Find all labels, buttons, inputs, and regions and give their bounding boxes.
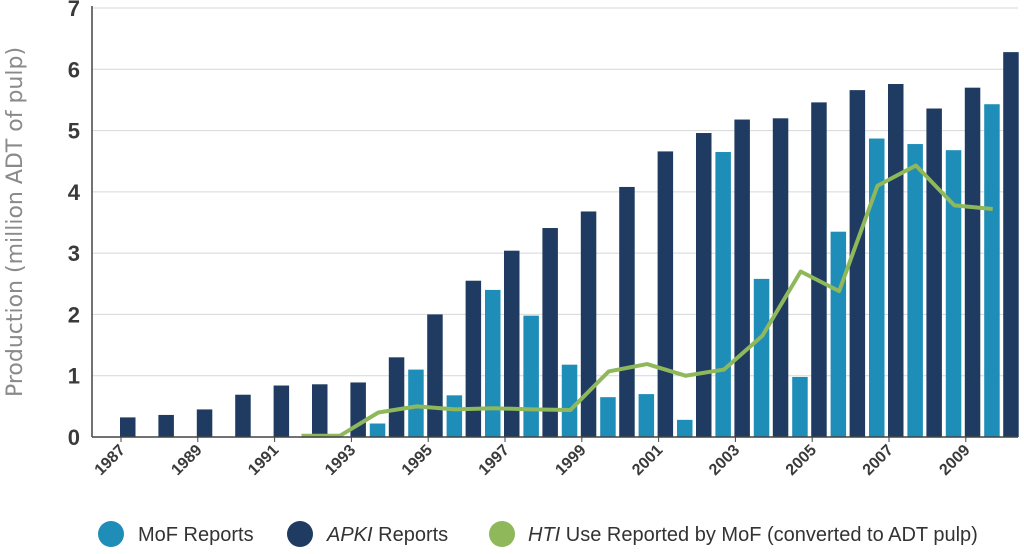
hti-series-line	[301, 163, 993, 438]
legend: MoF Reports APKI Reports HTI Use Reported …	[98, 521, 978, 547]
hti-line	[301, 163, 993, 438]
bar-mof-1997	[485, 289, 501, 437]
bar-mof-2007	[869, 138, 885, 437]
bar-apki-2002	[696, 133, 712, 437]
legend-label-mof: MoF Reports	[138, 524, 254, 546]
bar-apki-1990	[235, 394, 251, 437]
bar-mof-1994	[369, 423, 386, 437]
bar-apki-1989	[196, 409, 213, 437]
bar-mof-2009	[945, 150, 962, 437]
bar-apki-2004	[772, 118, 789, 438]
x-tick-label: 2003	[706, 442, 743, 479]
x-tick-label: 1991	[245, 442, 282, 479]
bar-apki-1996	[465, 280, 482, 437]
x-tick-labels: 1987 1989 1991 1993 1995 1997 1999 2001 2003 2005…	[92, 437, 974, 479]
y-tick-label: 1	[68, 364, 80, 389]
bar-mof-2002	[677, 419, 693, 437]
y-tick-label: 5	[68, 119, 80, 144]
x-tick-label: 1989	[168, 442, 205, 479]
bar-mof-2001	[638, 394, 655, 437]
y-tick-label: 4	[68, 180, 81, 205]
bar-apki-2007	[888, 83, 904, 437]
x-tick-label: 1987	[92, 442, 129, 479]
bar-mof-2010	[984, 104, 1000, 438]
bar-mof-2000	[600, 397, 616, 437]
bar-apki-1988	[158, 414, 174, 437]
bar-apki-2010	[1003, 52, 1019, 438]
bar-apki-2009	[964, 87, 981, 438]
bar-mof-2006	[830, 231, 847, 437]
y-tick-labels: 0 1 2 3 4 5 6 7	[68, 0, 81, 450]
bar-apki-2006	[849, 90, 866, 437]
bar-mof-2008	[907, 144, 923, 437]
bar-apki-1992	[312, 384, 328, 437]
bar-mof-1999	[561, 364, 578, 437]
bar-apki-1999	[580, 211, 597, 437]
bar-mof-1998	[523, 315, 539, 437]
legend-label-apki: APKI Reports	[326, 524, 448, 546]
y-tick-label: 3	[68, 241, 80, 266]
bar-apki-2001	[657, 151, 674, 437]
bar-apki-1991	[273, 385, 290, 437]
legend-swatch-hti	[489, 521, 515, 547]
bars	[120, 52, 1019, 438]
y-tick-label: 0	[68, 425, 80, 450]
x-tick-label: 1999	[552, 442, 589, 479]
bar-apki-2000	[619, 186, 635, 437]
bar-mof-2004	[753, 278, 770, 437]
x-tick-label: 2005	[783, 442, 820, 479]
x-tick-label: 1993	[322, 442, 359, 479]
axes	[91, 6, 1018, 438]
x-tick-label: 2009	[936, 442, 973, 479]
legend-swatch-apki	[287, 521, 313, 547]
bar-apki-1994	[388, 357, 405, 437]
x-tick-label: 2007	[860, 442, 897, 479]
x-tick-label: 1997	[476, 442, 513, 479]
bar-mof-2005	[792, 376, 808, 437]
bar-apki-1998	[542, 228, 558, 437]
bar-apki-1995	[427, 314, 443, 437]
bar-apki-1997	[504, 250, 520, 437]
bar-mof-1996	[446, 395, 463, 437]
y-tick-label: 6	[68, 57, 80, 82]
bar-apki-2008	[926, 108, 942, 437]
legend-swatch-mof	[98, 521, 124, 547]
legend-label-hti: HTI Use Reported by MoF (converted to AD…	[528, 524, 978, 546]
bar-apki-2005	[811, 102, 827, 437]
y-tick-label: 7	[68, 0, 80, 21]
y-tick-label: 2	[68, 302, 80, 327]
bar-apki-1987	[120, 417, 136, 437]
bar-apki-2003	[734, 119, 750, 437]
bar-mof-1995	[408, 369, 424, 437]
x-tick-label: 1995	[399, 442, 436, 479]
y-axis-label: Production (million ADT of pulp)	[3, 47, 28, 397]
x-tick-label: 2001	[629, 442, 666, 479]
bar-mof-2003	[715, 152, 731, 437]
